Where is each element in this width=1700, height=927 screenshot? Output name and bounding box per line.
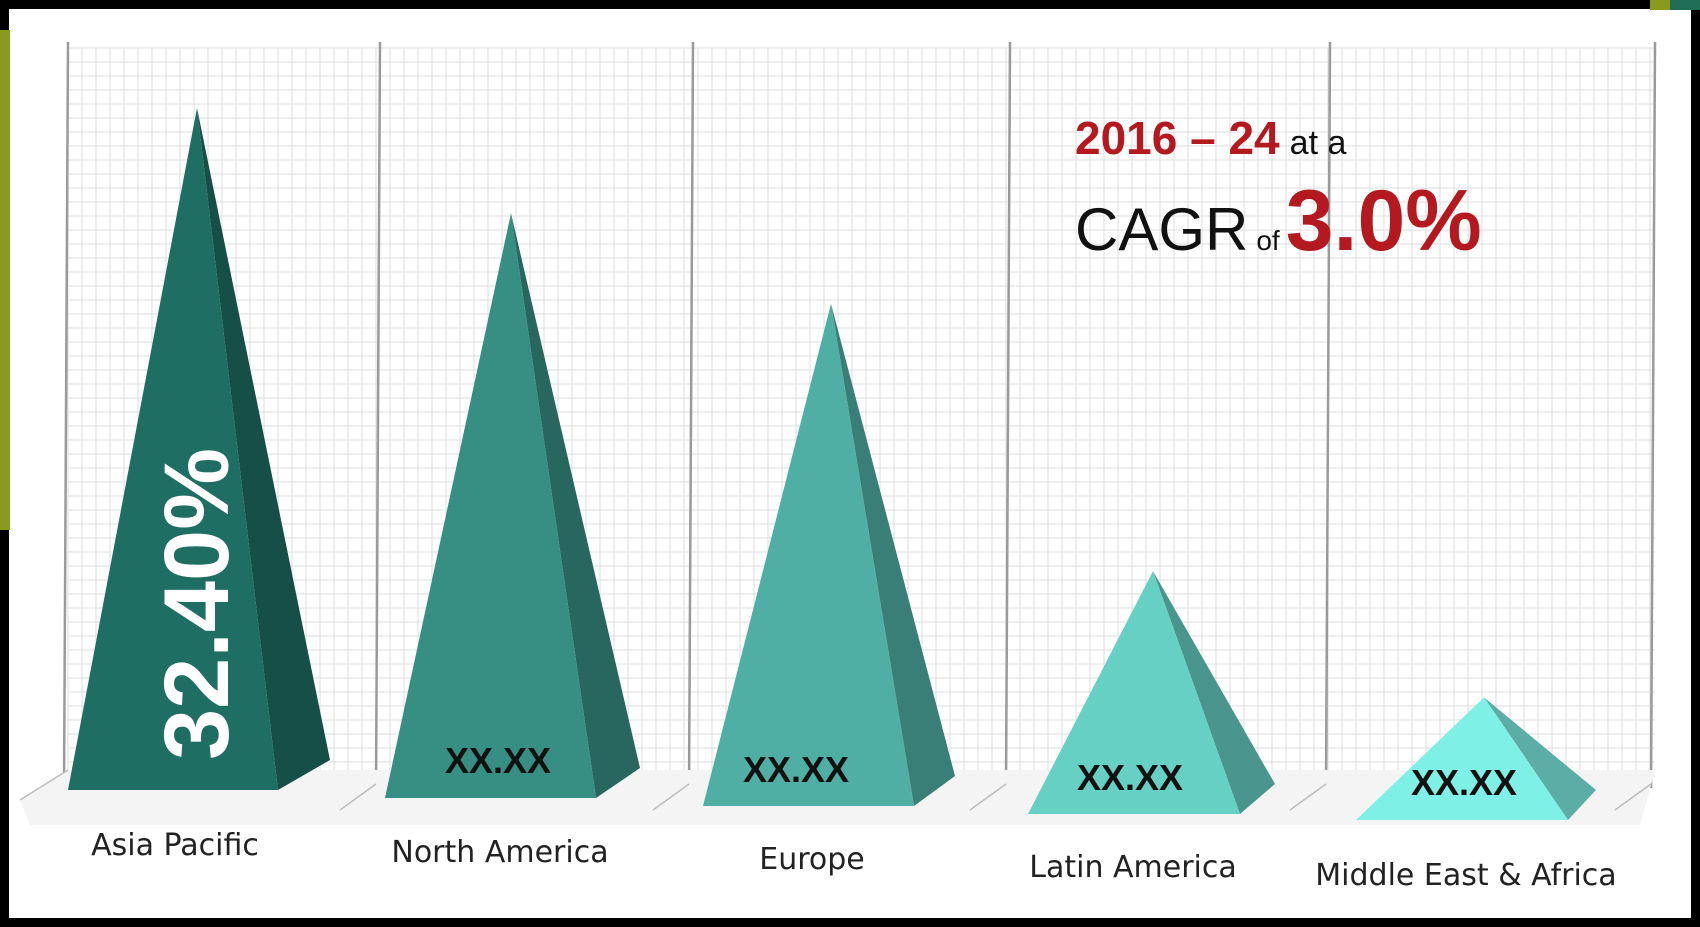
pyramid-europe: XX.XX <box>703 303 955 806</box>
pyramid-side-face <box>1153 571 1275 814</box>
cagr-rate-line: CAGR of3.0% <box>1075 178 1595 286</box>
pyramid-value-label: XX.XX <box>1077 757 1183 798</box>
pyramid-middle-east-africa: XX.XX <box>1356 697 1596 820</box>
region-label: Asia Pacific <box>91 828 259 863</box>
pyramid-front-face <box>1028 571 1240 814</box>
region-label: North America <box>391 835 608 870</box>
cagr-rate: 3.0% <box>1285 173 1482 269</box>
panel-divider-3 <box>1004 41 1012 789</box>
cagr-period: 2016 – 24 <box>1075 112 1280 164</box>
panel-divider-2 <box>687 41 695 789</box>
cagr-callout: 2016 – 24 at a CAGR of3.0% <box>1075 112 1595 286</box>
region-label: Latin America <box>1029 850 1237 885</box>
panel-divider-0 <box>62 41 70 789</box>
region-label: Middle East & Africa <box>1315 858 1616 893</box>
pyramid-asia-pacific: 32.40% <box>68 108 330 790</box>
pyramid-series: 32.40% XX.XX XX.XX XX.XX XX.XX <box>68 108 1596 820</box>
pyramid-side-face <box>1484 697 1596 820</box>
panel-divider-4 <box>1324 41 1332 789</box>
cagr-period-line: 2016 – 24 at a <box>1075 112 1595 169</box>
pyramid-front-face <box>68 108 278 790</box>
panel-divider-5 <box>1649 41 1657 789</box>
pyramid-side-face <box>831 303 955 806</box>
top-right-accent-dark <box>1670 0 1700 10</box>
region-label: Europe <box>759 842 865 877</box>
pyramid-side-face <box>511 213 640 798</box>
cagr-period-suffix: at a <box>1289 124 1347 162</box>
pyramid-front-face <box>703 303 914 806</box>
left-accent-strip <box>0 30 10 530</box>
cagr-connector: of <box>1256 225 1280 256</box>
pyramid-front-face <box>1356 697 1568 820</box>
pyramid-north-america: XX.XX <box>385 213 640 798</box>
region-labels: Asia Pacific North America Europe Latin Ame… <box>91 828 1617 893</box>
panel-divider-1 <box>374 41 382 789</box>
pyramid-value-label: XX.XX <box>445 740 551 781</box>
pyramid-latin-america: XX.XX <box>1028 571 1275 814</box>
pyramid-value-label: XX.XX <box>743 749 849 790</box>
pyramid-value-label: XX.XX <box>1411 762 1517 803</box>
pyramid-front-face <box>385 213 596 798</box>
pyramid-side-face <box>197 108 330 790</box>
pyramid-value-label: 32.40% <box>146 448 248 760</box>
cagr-metric: CAGR <box>1075 196 1249 263</box>
